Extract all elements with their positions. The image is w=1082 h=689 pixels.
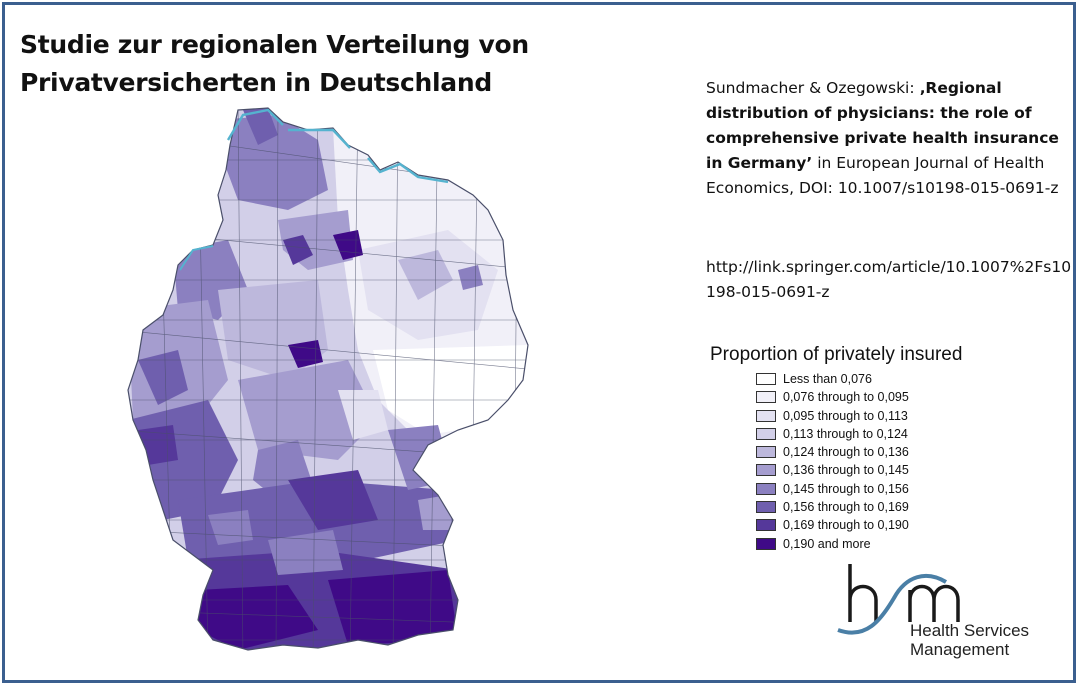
legend-label: 0,076 through to 0,095 — [783, 390, 909, 405]
legend-swatch — [756, 482, 776, 495]
slide-title: Studie zur regionalen Verteilung von Pri… — [20, 26, 529, 102]
hsm-logo-icon — [837, 564, 960, 635]
legend-swatch — [756, 391, 776, 404]
legend-label: 0,169 through to 0,190 — [783, 518, 909, 533]
reference-journal: in European Journal of Health Economics,… — [706, 154, 1059, 197]
legend-label: 0,145 through to 0,156 — [783, 481, 909, 496]
reference-authors: Sundmacher & Ozegowski: — [706, 79, 920, 97]
legend-swatch — [756, 464, 776, 477]
legend-swatch — [756, 519, 776, 532]
legend-title: Proportion of privately insured — [710, 344, 963, 365]
germany-map — [127, 107, 529, 651]
legend-swatch — [756, 501, 776, 514]
logo-text-line-2: Management — [910, 640, 1010, 659]
reference-citation: Sundmacher & Ozegowski: ‚Regional distri… — [706, 76, 1066, 201]
legend-label: 0,124 through to 0,136 — [783, 445, 909, 460]
legend-label: 0,136 through to 0,145 — [783, 463, 909, 478]
logo-text: Health Services Management — [910, 621, 1029, 659]
legend-swatch — [756, 446, 776, 459]
title-line-2: Privatversicherten in Deutschland — [20, 68, 492, 97]
legend-label: Less than 0,076 — [783, 372, 872, 386]
legend-label: 0,156 through to 0,169 — [783, 500, 909, 515]
legend-label: 0,190 and more — [783, 536, 871, 551]
reference-url[interactable]: http://link.springer.com/article/10.1007… — [706, 258, 1072, 301]
legend-swatch — [756, 427, 776, 440]
reference-paper-title: ‚Regional distribution of physicians: th… — [706, 79, 1059, 172]
legend-label: 0,113 through to 0,124 — [783, 426, 908, 441]
title-line-1: Studie zur regionalen Verteilung von — [20, 30, 529, 59]
legend-swatch — [756, 537, 776, 550]
logo-text-line-1: Health Services — [910, 621, 1030, 640]
legend-swatch — [756, 409, 776, 422]
legend-swatch — [756, 373, 776, 385]
legend-label: 0,095 through to 0,113 — [783, 408, 908, 423]
